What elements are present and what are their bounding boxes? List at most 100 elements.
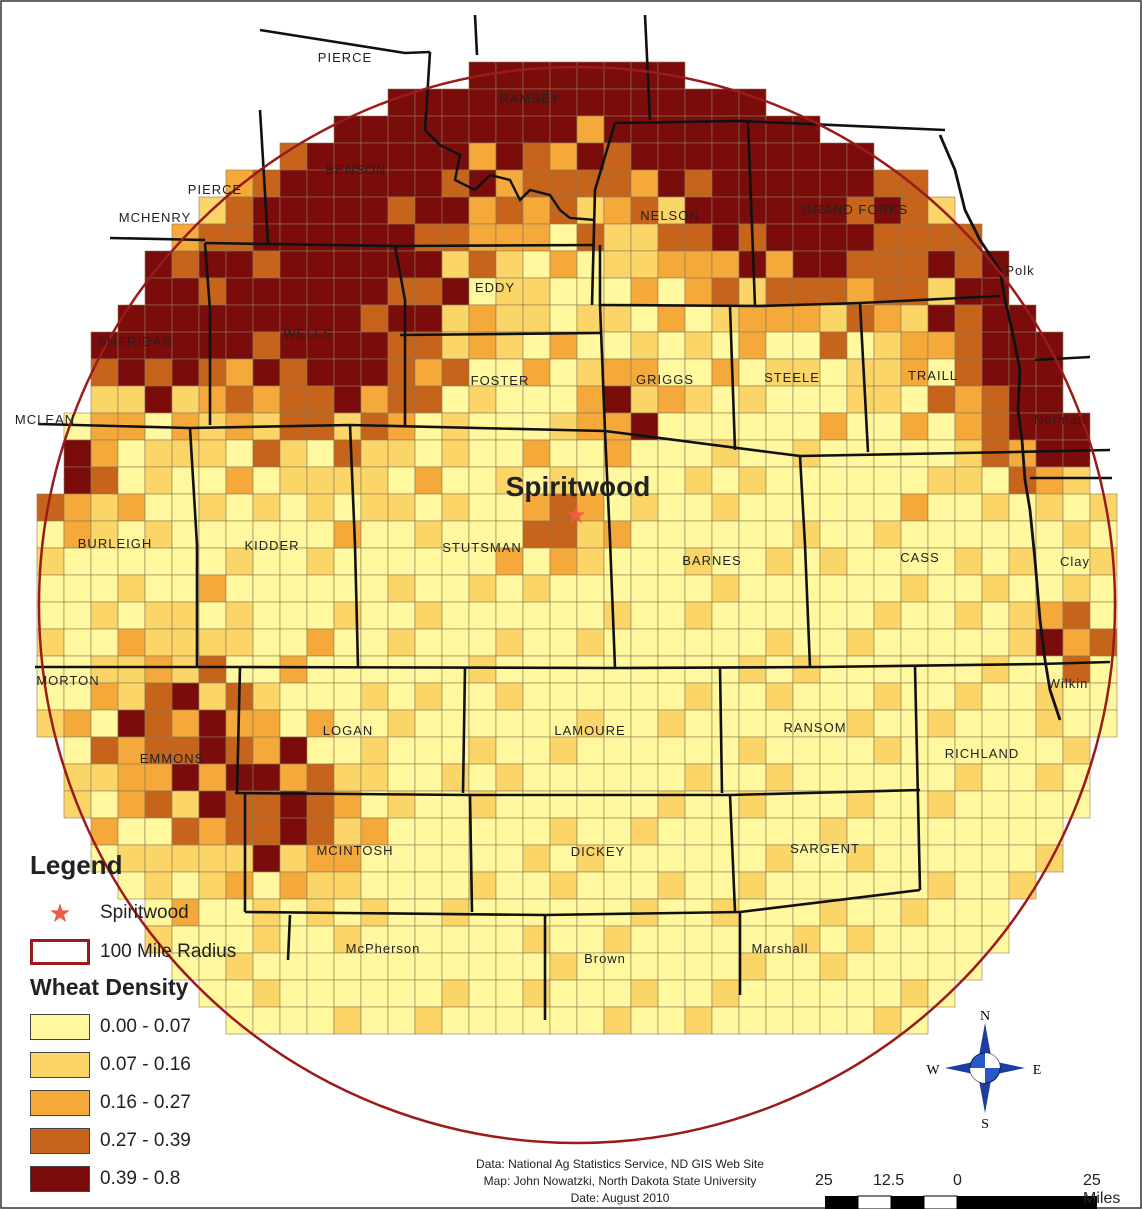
density-cell [171,925,200,954]
density-cell [387,628,416,657]
density-cell [792,385,821,414]
density-cell [90,763,119,792]
density-cell [765,601,794,630]
county-label: PIERCE [188,182,242,197]
density-cell [117,790,146,819]
density-cell [306,763,335,792]
density-cell [630,304,659,333]
density-cell [846,709,875,738]
density-cell [468,763,497,792]
density-cell [576,439,605,468]
density-cell [954,331,983,360]
density-cell [846,466,875,495]
density-cell [603,601,632,630]
density-cell [792,763,821,792]
density-cell [819,466,848,495]
density-cell [225,358,254,387]
density-cell [468,979,497,1008]
county-label: SARGENT [790,841,860,856]
density-cell [927,682,956,711]
density-cell [360,493,389,522]
density-cell [576,493,605,522]
density-cell [333,223,362,252]
density-cell [603,817,632,846]
density-cell [495,655,524,684]
density-cell [117,331,146,360]
density-cell [279,817,308,846]
density-cell [1089,520,1118,549]
density-cell [414,925,443,954]
density-cell [225,628,254,657]
density-cell [360,601,389,630]
density-cell [576,736,605,765]
density-cell [252,871,281,900]
density-cell [1062,709,1091,738]
county-label: DICKEY [571,844,625,859]
density-cell [603,682,632,711]
density-cell [684,493,713,522]
density-cell [414,817,443,846]
density-cell [630,520,659,549]
density-cell [171,844,200,873]
scale-label-25: 25 [815,1172,833,1189]
density-cell [360,952,389,981]
density-cell [333,952,362,981]
density-cell [792,304,821,333]
density-cell [63,682,92,711]
density-cell [387,142,416,171]
density-cell [306,547,335,576]
density-cell [792,115,821,144]
density-cell [36,520,65,549]
density-cell [576,412,605,441]
density-cell [63,547,92,576]
density-cell [198,790,227,819]
density-cell [981,682,1010,711]
density-cell [819,979,848,1008]
density-cell [630,844,659,873]
density-cell [360,385,389,414]
scale-label-0: 0 [953,1172,962,1189]
density-cell [684,196,713,225]
density-cell [279,952,308,981]
density-cell [927,817,956,846]
density-cell [927,925,956,954]
density-cell [603,952,632,981]
density-cell [900,385,929,414]
density-cell [225,763,254,792]
density-cell [468,952,497,981]
density-cell [171,655,200,684]
density-cell [522,574,551,603]
density-cell [684,682,713,711]
density-cell [684,115,713,144]
density-cell [333,547,362,576]
density-cell [765,682,794,711]
density-cell [900,331,929,360]
density-cell [522,763,551,792]
density-cell [549,925,578,954]
density-cell [225,574,254,603]
density-cell [576,115,605,144]
density-cell [738,142,767,171]
density-cell [576,628,605,657]
county-label: PIERCE [318,50,372,65]
density-cell [522,358,551,387]
density-cell [819,925,848,954]
density-cell [549,628,578,657]
density-cell [252,601,281,630]
density-cell [495,142,524,171]
density-cell [819,142,848,171]
county-label: MCHENRY [119,210,192,225]
density-cell [603,439,632,468]
density-cell [819,196,848,225]
density-cell [657,844,686,873]
county-label: STUTSMAN [442,540,522,555]
density-cell [387,358,416,387]
density-cell [765,358,794,387]
density-cell [846,169,875,198]
density-cell [333,331,362,360]
density-cell [225,439,254,468]
density-cell [684,952,713,981]
density-cell [576,601,605,630]
density-cell [306,817,335,846]
credits-line1: Data: National Ag Statistics Service, ND… [476,1157,764,1171]
